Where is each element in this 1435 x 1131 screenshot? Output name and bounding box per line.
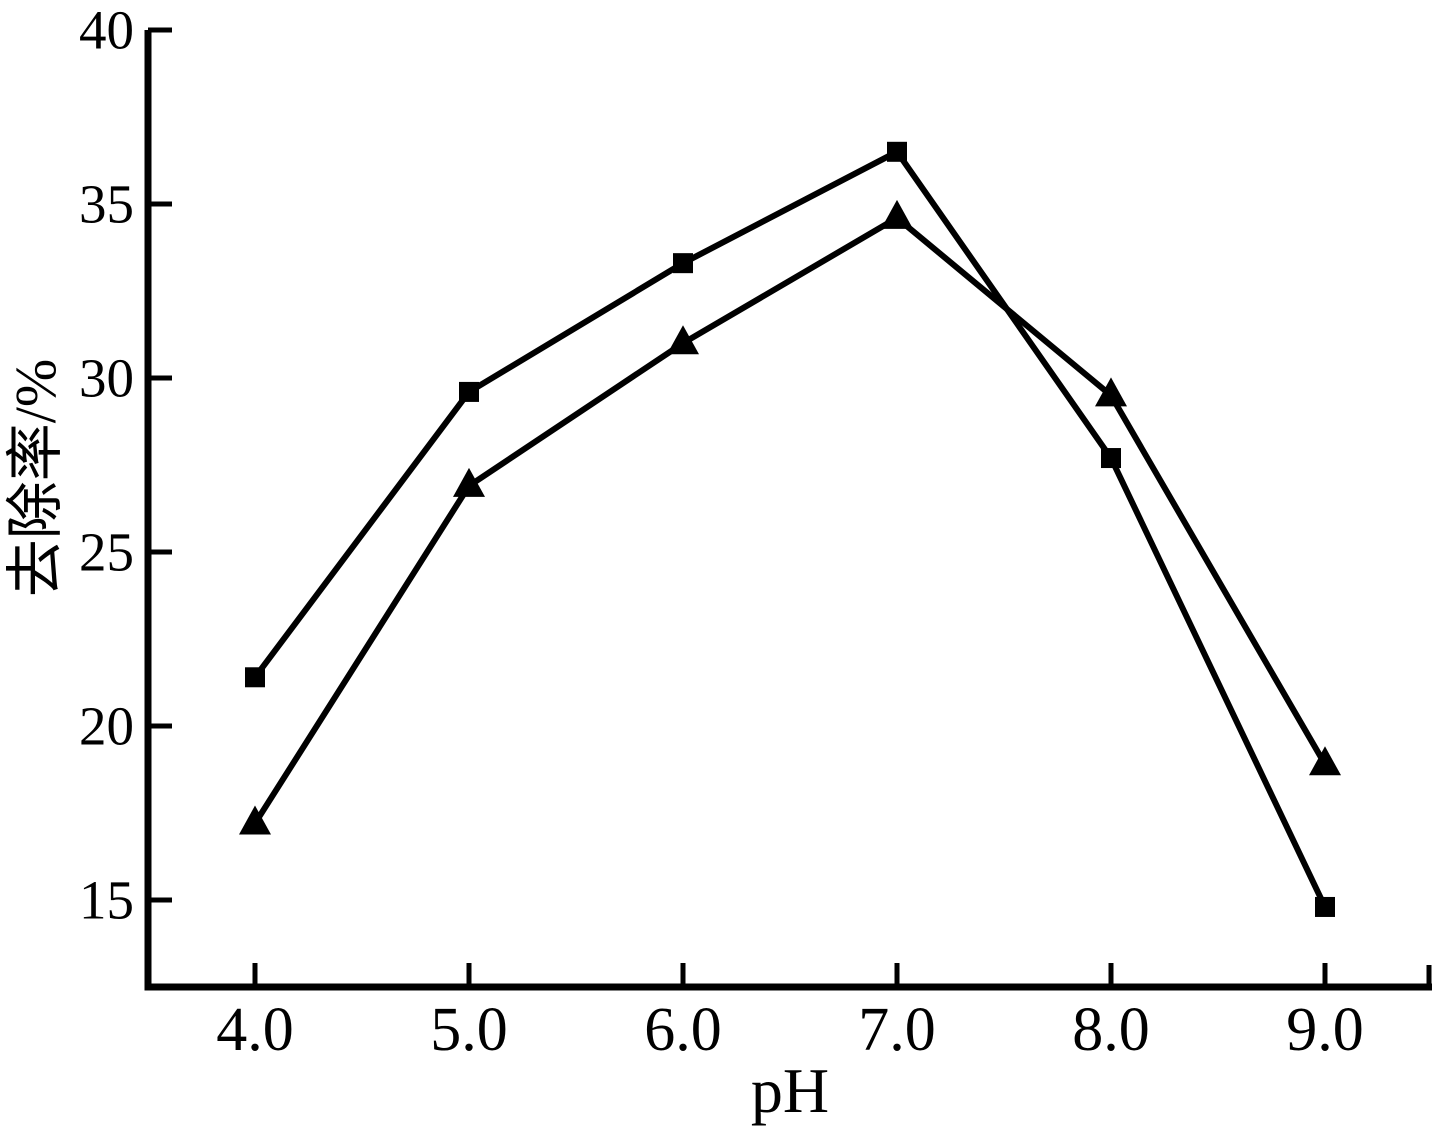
x-axis-tick-label: 9.0 bbox=[1286, 996, 1364, 1064]
y-axis-tick-label: 30 bbox=[79, 348, 134, 409]
triangle-series-line bbox=[252, 214, 1328, 826]
y-axis-tick-label: 15 bbox=[79, 870, 134, 931]
square-series-marker bbox=[887, 141, 907, 162]
square-series-marker bbox=[1315, 896, 1335, 917]
x-axis-tick-label: 8.0 bbox=[1072, 996, 1150, 1064]
square-series-marker bbox=[1101, 448, 1121, 469]
triangle-series-marker bbox=[667, 325, 699, 355]
triangle-series-marker bbox=[239, 805, 271, 835]
y-axis-tick-label: 20 bbox=[79, 696, 134, 757]
x-axis-tick-label: 7.0 bbox=[858, 996, 936, 1064]
y-axis-tick-label: 35 bbox=[79, 174, 134, 235]
x-axis-title: pH bbox=[751, 1055, 829, 1126]
x-axis-tick-label: 5.0 bbox=[430, 996, 508, 1064]
x-axis-tick-label: 4.0 bbox=[216, 996, 294, 1064]
square-series-marker bbox=[245, 667, 265, 688]
y-axis-title: 去除率/% bbox=[3, 359, 68, 597]
axes-frame bbox=[144, 30, 1432, 991]
y-axis-tick-label: 25 bbox=[79, 522, 134, 583]
y-axis-tick-label: 40 bbox=[79, 0, 134, 61]
square-series-marker bbox=[673, 253, 693, 274]
chart-generated-layer: 15 20 25 30 35 40 4.0 5.0 6.0 7.0 8.0 9.0 bbox=[79, 0, 1432, 1064]
triangle-series-marker bbox=[1309, 746, 1341, 776]
triangle-series-marker bbox=[881, 199, 913, 229]
square-series-marker bbox=[459, 381, 479, 402]
square-series-line bbox=[252, 147, 1328, 909]
triangle-series-marker bbox=[453, 467, 485, 497]
triangle-series-marker bbox=[1095, 377, 1127, 407]
x-axis-tick-label: 6.0 bbox=[644, 996, 722, 1064]
